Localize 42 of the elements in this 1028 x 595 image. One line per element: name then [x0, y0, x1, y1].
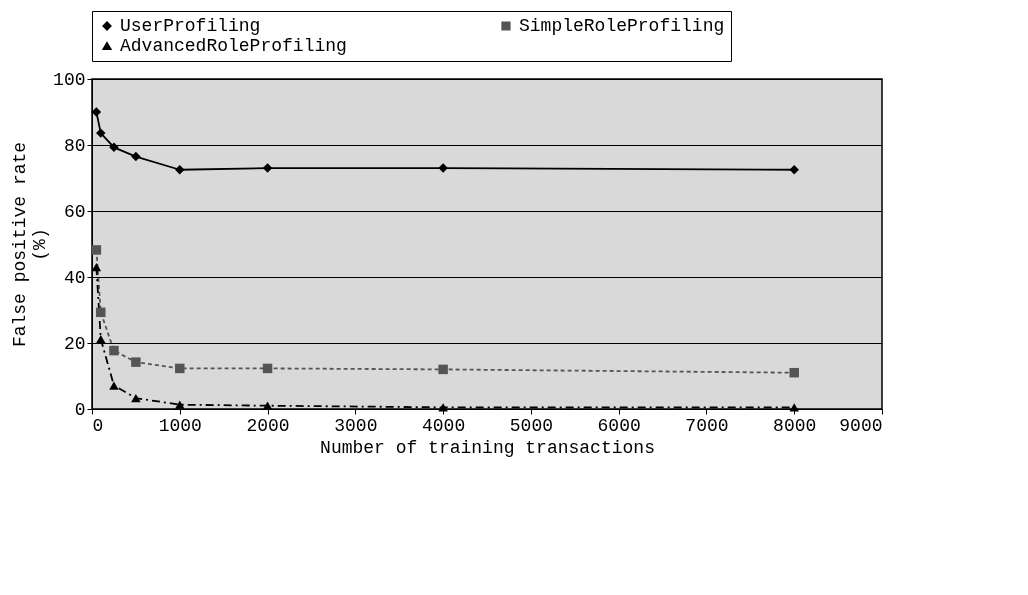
- point: [96, 128, 106, 138]
- point: [438, 403, 448, 412]
- point: [438, 364, 448, 375]
- point: [262, 363, 273, 374]
- point: [789, 165, 799, 175]
- x-tick-label: 3000: [334, 415, 378, 436]
- x-tick-label: 0: [92, 415, 104, 436]
- x-tick-label: 2000: [246, 415, 290, 436]
- legend-label: AdvancedRoleProfiling: [120, 36, 347, 56]
- point: [131, 394, 141, 403]
- point: [91, 245, 102, 255]
- x-tick-label: 5000: [509, 415, 553, 436]
- point: [175, 400, 185, 409]
- point: [109, 345, 119, 356]
- y-tick-label: 40: [63, 267, 86, 288]
- point: [131, 151, 141, 162]
- point: [175, 165, 185, 175]
- y-tick-label: 0: [74, 399, 86, 420]
- point: [262, 163, 273, 173]
- legend-label: SimpleRoleProfiling: [519, 16, 725, 36]
- x-tick-label: 6000: [597, 415, 641, 436]
- point: [262, 401, 273, 410]
- point: [789, 403, 799, 412]
- point: [175, 363, 185, 374]
- y-tick-label: 80: [63, 135, 86, 156]
- point: [109, 142, 119, 153]
- point: [789, 367, 799, 378]
- point: [96, 307, 106, 318]
- x-tick-label: 4000: [422, 415, 466, 436]
- x-tick-label: 9000: [839, 415, 883, 436]
- y-tick-label: 20: [63, 333, 86, 354]
- y-axis-title: False positive rate (%): [10, 141, 51, 348]
- point: [96, 334, 106, 344]
- x-tick-label: 8000: [773, 415, 817, 436]
- y-tick-label: 100: [53, 69, 86, 90]
- x-tick-label: 1000: [158, 415, 202, 436]
- y-tick-label: 60: [63, 201, 86, 222]
- legend-label: UserProfiling: [120, 16, 261, 36]
- point: [109, 381, 119, 390]
- x-tick-label: 7000: [685, 415, 729, 436]
- x-axis-title: Number of training transactions: [320, 437, 655, 458]
- point: [131, 357, 141, 367]
